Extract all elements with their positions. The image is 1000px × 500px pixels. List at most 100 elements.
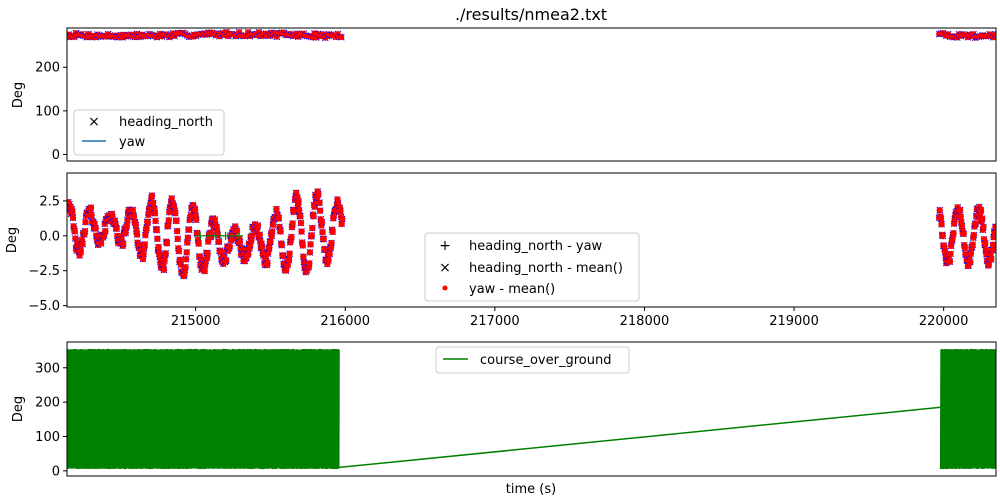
yaw-mean-point — [163, 240, 171, 247]
heading-yaw-diff-point — [235, 231, 244, 240]
x-axis-label: time (s) — [506, 482, 556, 497]
yaw-mean-point — [123, 222, 131, 229]
yaw-mean-point — [148, 192, 156, 199]
legend-marker-x-blue-2: × — [439, 260, 451, 276]
yaw-mean-point — [291, 206, 298, 214]
yaw-mean-point — [143, 224, 150, 232]
yaw-mean-point — [299, 242, 306, 249]
course-over-ground-gap-line — [339, 406, 941, 469]
yaw-mean-point — [275, 214, 283, 221]
yaw-mean-point — [325, 257, 332, 264]
y-tick-label: 0 — [52, 464, 60, 479]
x-ticks-2: 215000 216000 217000 218000 219000 220000 — [171, 307, 969, 329]
y-tick-label: 200 — [35, 396, 60, 411]
yaw-mean-point — [87, 204, 95, 211]
yaw-mean-point — [185, 226, 193, 233]
yaw-mean-point — [222, 257, 230, 264]
yaw-mean-point — [183, 249, 190, 256]
axes-frame-3 — [66, 341, 997, 477]
yaw-mean-point — [977, 207, 985, 214]
yaw-mean-point — [161, 257, 168, 264]
yaw-mean-point — [337, 207, 344, 215]
yaw-mean-point — [979, 215, 986, 222]
x-tick-label: 215000 — [171, 314, 221, 329]
yaw-mean-point — [267, 238, 274, 245]
yaw-mean-point — [967, 258, 974, 266]
yaw-mean-point — [207, 229, 214, 236]
y-tick-label: 100 — [35, 104, 60, 119]
yaw-mean-point — [162, 250, 169, 257]
yaw-mean-point — [319, 228, 326, 236]
yaw-mean-point — [256, 231, 263, 238]
legend-3: course_over_ground — [435, 346, 630, 374]
yaw-mean-point — [992, 223, 996, 231]
y-axis-label-1: Deg — [11, 82, 26, 108]
yaw-mean-point — [172, 210, 179, 217]
yaw-mean-point — [989, 241, 996, 248]
yaw-mean-point — [175, 247, 183, 255]
yaw-mean-point — [295, 198, 302, 205]
subplot-course-over-ground: 0 100 200 300 Deg time (s) course_over_grou… — [11, 341, 997, 497]
yaw-mean-point — [133, 231, 141, 238]
yaw-mean-point — [215, 238, 223, 245]
legend-label-yaw-mean: yaw - mean() — [469, 282, 555, 297]
yaw-mean-point — [982, 239, 989, 247]
y-tick-label: 0 — [52, 148, 60, 163]
yaw-mean-point — [266, 244, 273, 251]
yaw-mean-point — [288, 233, 295, 241]
yaw-mean-point — [144, 219, 151, 226]
yaw-mean-point — [947, 250, 954, 258]
yaw-mean-point — [938, 221, 945, 228]
course-over-ground-line — [67, 348, 340, 470]
yaw-mean-point — [176, 256, 184, 264]
yaw-mean-point — [297, 219, 305, 227]
yaw-mean-point — [184, 234, 192, 241]
yaw-mean-point — [71, 228, 78, 235]
legend-label-heading-north: heading_north — [119, 115, 213, 130]
y-ticks-1: 0 100 200 — [35, 61, 67, 163]
yaw-mean-point — [289, 220, 296, 227]
chart-title: ./results/nmea2.txt — [455, 5, 607, 24]
yaw-mean-point — [195, 240, 202, 247]
x-tick-label: 216000 — [320, 314, 370, 329]
yaw-mean-point — [92, 225, 99, 232]
yaw-mean-point — [211, 216, 219, 223]
yaw-mean-point — [129, 206, 137, 214]
axes-frame-1 — [66, 27, 997, 162]
x-tick-label: 220000 — [919, 314, 969, 329]
yaw-mean-point — [306, 249, 314, 256]
legend-label-course-over-ground: course_over_ground — [480, 353, 611, 368]
yaw-mean-point — [226, 243, 233, 250]
yaw-mean-point — [967, 250, 975, 257]
yaw-mean-point — [168, 195, 175, 202]
yaw-mean-point — [295, 207, 303, 214]
yaw-mean-point — [941, 248, 949, 256]
yaw-mean-point — [937, 215, 945, 222]
yaw-mean-point — [248, 237, 255, 244]
yaw-mean-point — [326, 250, 333, 258]
y-tick-label: 300 — [35, 361, 60, 376]
yaw-mean-point — [165, 217, 172, 224]
yaw-mean-point — [315, 191, 322, 198]
yaw-mean-point — [130, 213, 138, 221]
yaw-mean-point — [279, 252, 287, 260]
yaw-mean-point — [69, 208, 76, 216]
yaw-mean-point — [316, 207, 324, 214]
yaw-mean-point — [269, 228, 276, 235]
yaw-mean-point — [155, 243, 162, 251]
yaw-mean-point — [81, 228, 89, 235]
yaw-mean-point — [991, 229, 996, 237]
subplot-differences: −5.0−2.50.02.5 215000 216000 217000 218000 2… — [5, 172, 997, 329]
yaw-mean-point — [113, 225, 120, 232]
yaw-mean-point — [939, 232, 946, 240]
x-tick-label: 219000 — [769, 314, 819, 329]
yaw-mean-point — [970, 231, 978, 239]
yaw-mean-point — [950, 220, 958, 227]
yaw-mean-point — [310, 213, 317, 220]
yaw-mean-point — [139, 255, 147, 263]
yaw-mean-point — [308, 232, 315, 239]
yaw-mean-point — [306, 260, 313, 267]
y-axis-label-2: Deg — [5, 227, 20, 253]
plot-area-1 — [67, 28, 996, 42]
